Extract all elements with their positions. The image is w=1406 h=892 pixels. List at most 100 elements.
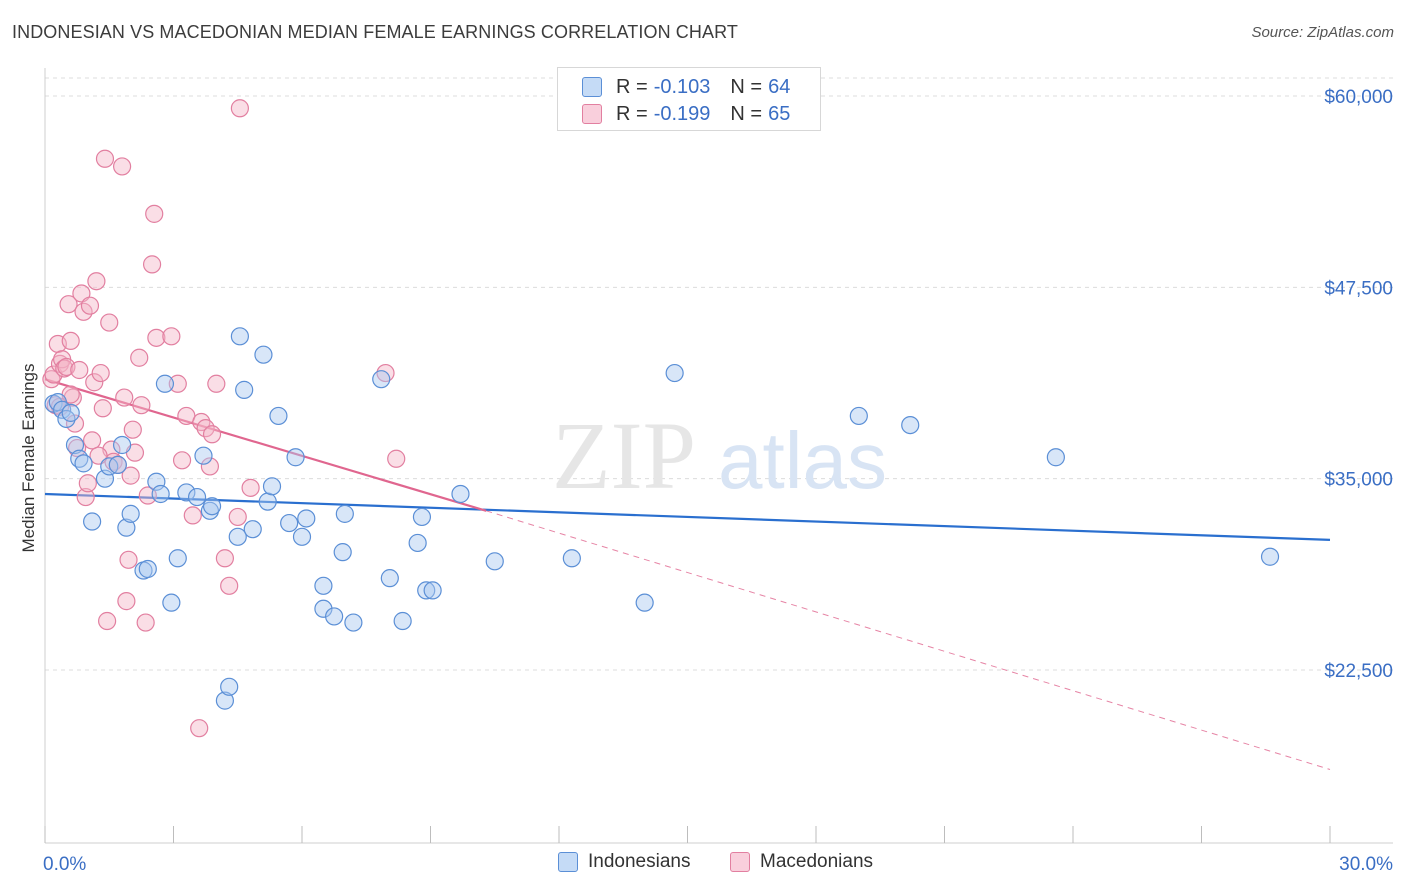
indonesian-point — [112, 435, 132, 455]
macedonian-point — [91, 363, 110, 383]
indonesian-point — [314, 576, 333, 595]
macedonians-points — [42, 99, 406, 738]
macedonians-trend-extension — [486, 510, 1331, 770]
indonesian-point — [138, 559, 157, 579]
macedonian-point — [387, 449, 406, 468]
legend-swatch-pink — [730, 852, 750, 872]
legend-label-indonesians: Indonesians — [588, 851, 691, 872]
x-tick-label-min: 0.0% — [43, 854, 86, 875]
legend-label-macedonians: Macedonians — [760, 851, 874, 872]
indonesian-point — [258, 492, 277, 511]
indonesian-point — [151, 484, 170, 504]
indonesian-point — [335, 504, 354, 523]
legend-r-label: R = — [616, 102, 648, 125]
macedonian-point — [100, 313, 119, 332]
macedonian-point — [87, 272, 106, 291]
indonesian-point — [117, 518, 136, 537]
chart-title: INDONESIAN VS MACEDONIAN MEDIAN FEMALE E… — [12, 22, 738, 42]
macedonian-point — [80, 296, 100, 315]
watermark-atlas: atlas — [718, 416, 887, 505]
y-tick-label: $60,000 — [1324, 87, 1393, 108]
legend-row-macedonians: R = -0.199 N = 65 — [582, 101, 790, 127]
correlation-legend: R = -0.103 N = 64 R = -0.199 N = 65 — [557, 67, 821, 131]
indonesian-point — [269, 406, 288, 426]
macedonian-point — [162, 327, 181, 346]
macedonian-point — [132, 396, 151, 415]
y-tick-label: $22,500 — [1324, 661, 1393, 682]
indonesian-point — [325, 607, 344, 626]
series-legend: Indonesians Macedonians — [0, 851, 1406, 877]
source-label: Source: ZipAtlas.com — [1251, 24, 1394, 41]
macedonian-point — [119, 550, 138, 569]
indonesian-point — [215, 691, 234, 710]
indonesian-point — [423, 581, 442, 600]
legend-row-indonesians: R = -0.103 N = 64 — [582, 74, 790, 100]
indonesian-point — [74, 454, 93, 473]
indonesian-point — [333, 543, 352, 562]
indonesian-point — [665, 363, 684, 383]
indonesian-point — [297, 509, 316, 528]
indonesian-point — [1260, 547, 1280, 566]
indonesian-point — [65, 435, 85, 455]
macedonian-point — [85, 373, 104, 392]
axes — [44, 68, 1393, 844]
macedonian-point — [115, 388, 134, 407]
macedonian-point — [78, 474, 97, 493]
indonesian-point — [202, 497, 222, 516]
legend-r-label: R = — [616, 75, 648, 98]
macedonian-point — [142, 255, 162, 274]
legend-n-label: N = — [730, 75, 763, 98]
macedonian-point — [183, 506, 202, 525]
indonesian-point — [61, 403, 80, 422]
indonesian-point — [121, 504, 140, 523]
legend-n-label: N = — [730, 102, 763, 125]
macedonian-point — [89, 446, 108, 465]
indonesian-point — [393, 611, 412, 631]
indonesian-point — [408, 533, 427, 553]
macedonian-point — [190, 719, 209, 738]
macedonian-point — [93, 399, 112, 418]
legend-swatch-pink — [582, 104, 602, 124]
indonesian-point — [451, 484, 470, 504]
macedonian-point — [202, 425, 222, 444]
macedonian-point — [228, 507, 247, 527]
x-tick-label-max: 30.0% — [1339, 854, 1393, 875]
macedonian-point — [207, 374, 226, 393]
watermark-zip: ZIP — [552, 402, 696, 509]
legend-n-value: 65 — [768, 102, 791, 125]
indonesian-point — [194, 446, 213, 465]
macedonian-point — [145, 204, 164, 223]
tick-labels: $22,500 $35,000 $47,500 $60,000 0.0% 30.0% — [43, 87, 1393, 875]
legend-r-value: -0.199 — [653, 102, 711, 125]
macedonian-point — [168, 374, 187, 393]
macedonians-trend-line — [44, 378, 487, 512]
macedonian-point — [215, 549, 234, 568]
macedonian-point — [241, 478, 260, 497]
indonesian-point — [162, 593, 181, 612]
legend-item-indonesians[interactable]: Indonesians — [558, 851, 690, 873]
macedonian-point — [98, 611, 117, 631]
indonesian-point — [286, 448, 305, 467]
legend-item-macedonians[interactable]: Macedonians — [730, 851, 873, 873]
indonesian-point — [372, 370, 391, 389]
macedonian-point — [136, 613, 155, 632]
macedonian-point — [200, 457, 220, 476]
indonesian-point — [243, 520, 262, 539]
macedonian-point — [147, 328, 166, 347]
indonesian-point — [344, 613, 363, 632]
indonesian-point — [230, 327, 249, 346]
indonesian-point — [262, 477, 282, 496]
macedonian-point — [95, 149, 115, 168]
macedonian-point — [230, 99, 249, 118]
indonesians-points — [44, 327, 1280, 710]
macedonian-point — [70, 360, 89, 380]
legend-r-value: -0.103 — [653, 75, 711, 98]
indonesian-point — [155, 374, 175, 393]
indonesian-point — [901, 415, 920, 435]
y-tick-label: $35,000 — [1324, 470, 1393, 491]
macedonian-point — [65, 414, 85, 433]
legend-n-value: 64 — [768, 75, 791, 98]
macedonian-point — [172, 451, 192, 470]
macedonian-point — [130, 348, 149, 367]
